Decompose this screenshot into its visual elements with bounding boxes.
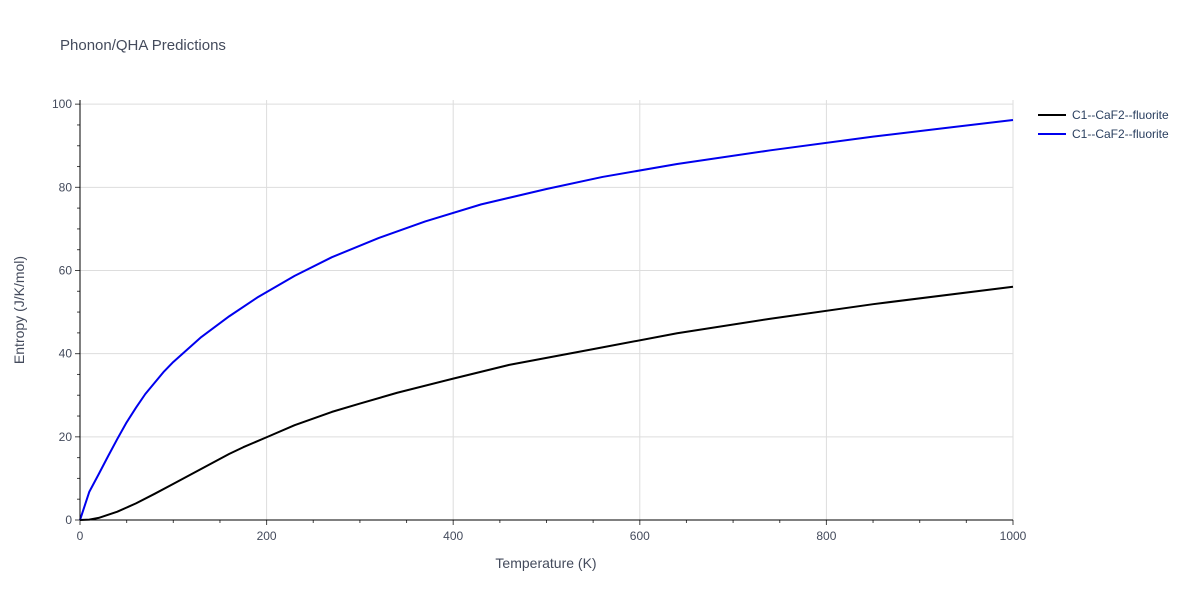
legend-label-1[interactable]: C1--CaF2--fluorite [1072, 108, 1169, 122]
y-tick-label: 80 [59, 180, 73, 194]
series-line-2 [79, 118, 1014, 521]
series-lines [79, 118, 1014, 521]
x-axis-ticks: 0 200 400 600 800 1000 [77, 520, 1027, 543]
y-tick-label: 0 [65, 513, 72, 527]
x-tick-label: 1000 [1000, 529, 1027, 543]
chart-title: Phonon/QHA Predictions [60, 37, 226, 54]
y-tick-label: 100 [52, 97, 72, 111]
x-axis-title: Temperature (K) [495, 555, 596, 571]
y-tick-label: 60 [59, 263, 73, 277]
x-tick-label: 200 [257, 529, 277, 543]
gridlines [80, 100, 1014, 520]
legend[interactable]: C1--CaF2--fluorite C1--CaF2--fluorite [1038, 108, 1169, 141]
x-tick-label: 800 [816, 529, 836, 543]
y-tick-label: 20 [59, 430, 73, 444]
x-tick-label: 600 [630, 529, 650, 543]
x-tick-label: 400 [443, 529, 463, 543]
y-axis-title: Entropy (J/K/mol) [11, 256, 27, 364]
legend-label-2[interactable]: C1--CaF2--fluorite [1072, 127, 1169, 141]
y-axis-ticks: 0 20 40 60 80 100 [52, 97, 80, 527]
series-line-1 [79, 285, 1014, 521]
y-tick-label: 40 [59, 347, 73, 361]
x-tick-label: 0 [77, 529, 84, 543]
